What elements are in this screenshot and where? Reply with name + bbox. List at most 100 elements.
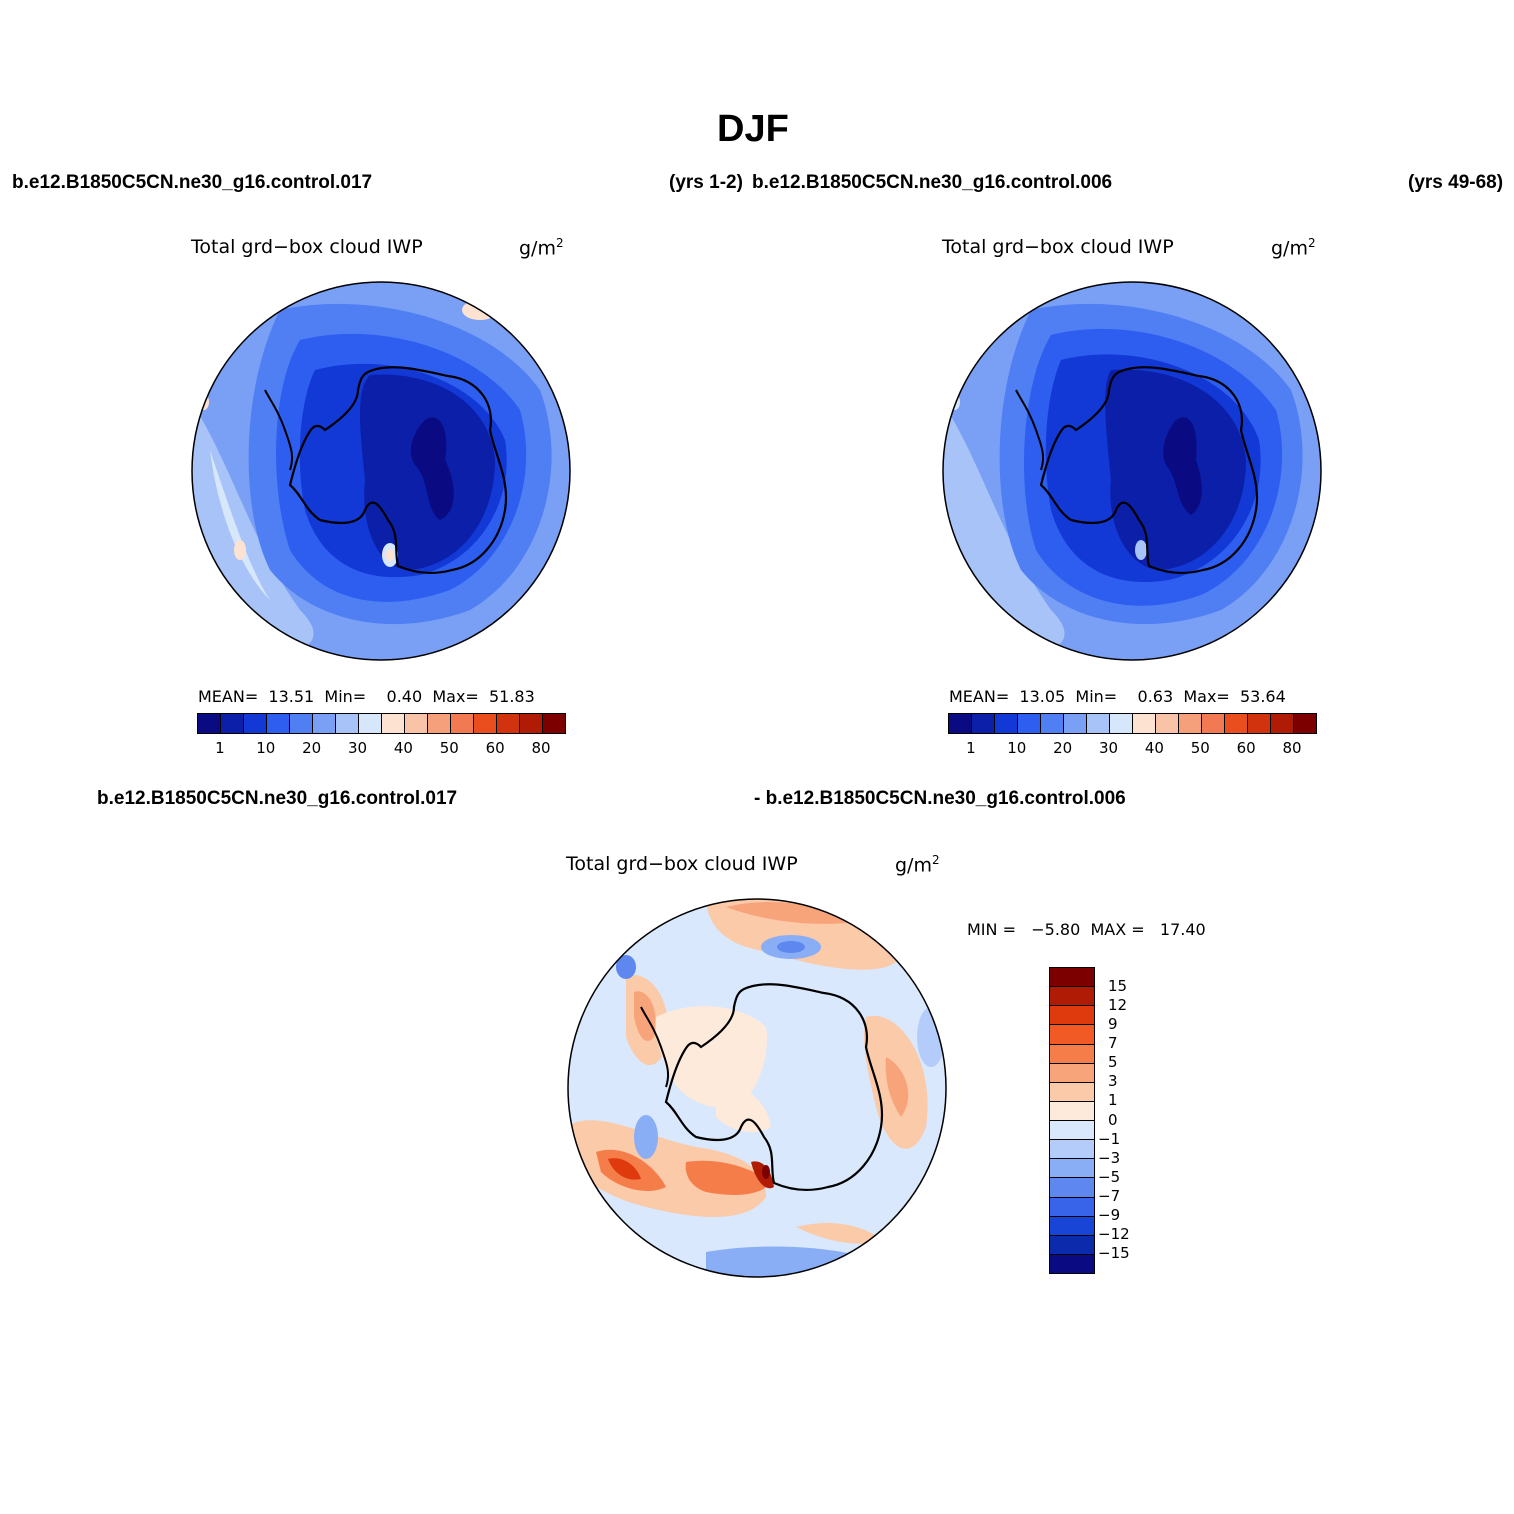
colorbar-tick-label: 1 bbox=[966, 739, 976, 757]
colorbar-tick-label: 7 bbox=[1108, 1034, 1118, 1053]
colorbar-box bbox=[1156, 714, 1179, 733]
colorbar-box bbox=[1087, 714, 1110, 733]
colorbar-tick-label: −3 bbox=[1098, 1148, 1121, 1167]
diff-colorbar-ticks: 15 12 9 7 5 3 1 0 −1 −3 −5 −7 −9 −12 −15 bbox=[1098, 967, 1158, 1272]
colorbar-tick-label: −9 bbox=[1098, 1205, 1121, 1224]
case-b-years: (yrs 49-68) bbox=[1408, 172, 1504, 193]
colorbar-box bbox=[1050, 1140, 1094, 1160]
colorbar-tick-label: 10 bbox=[1007, 739, 1027, 757]
colorbar-tick-label: 3 bbox=[1108, 1072, 1118, 1091]
panel1-polar-map bbox=[191, 281, 571, 661]
colorbar-tick-label: 15 bbox=[1108, 977, 1128, 996]
diff-variable-label: Total grd−box cloud IWP bbox=[566, 853, 798, 875]
colorbar-box bbox=[1133, 714, 1156, 733]
colorbar-box bbox=[949, 714, 972, 733]
colorbar-tick-label: 1 bbox=[1108, 1091, 1118, 1110]
panel2-polar-map bbox=[942, 281, 1322, 661]
colorbar-box bbox=[313, 714, 336, 733]
case-b-name: b.e12.B1850C5CN.ne30_g16.control.006 bbox=[752, 172, 1113, 193]
colorbar-tick-label: 5 bbox=[1108, 1053, 1118, 1072]
colorbar-box bbox=[1050, 1044, 1094, 1064]
colorbar-box bbox=[972, 714, 995, 733]
colorbar-box bbox=[1050, 1197, 1094, 1217]
colorbar-box bbox=[1050, 1235, 1094, 1255]
colorbar-box bbox=[1050, 1025, 1094, 1045]
colorbar-box bbox=[290, 714, 313, 733]
colorbar-box bbox=[1050, 1254, 1094, 1273]
colorbar-box bbox=[1110, 714, 1133, 733]
panel1-variable-label: Total grd−box cloud IWP bbox=[191, 236, 423, 258]
colorbar-tick-label: 20 bbox=[1053, 739, 1073, 757]
colorbar-box bbox=[1225, 714, 1248, 733]
colorbar-tick-label: 9 bbox=[1108, 1015, 1118, 1034]
colorbar-box bbox=[1050, 987, 1094, 1007]
colorbar-box bbox=[1018, 714, 1041, 733]
colorbar-box bbox=[382, 714, 405, 733]
colorbar-box bbox=[244, 714, 267, 733]
panel1-colorbar-ticks: 1 10 20 30 40 50 60 80 bbox=[197, 739, 564, 759]
colorbar-tick-label: 10 bbox=[256, 739, 276, 757]
colorbar-box bbox=[995, 714, 1018, 733]
colorbar-box bbox=[1179, 714, 1202, 733]
colorbar-box bbox=[1050, 1121, 1094, 1141]
colorbar-box bbox=[336, 714, 359, 733]
colorbar-box bbox=[221, 714, 244, 733]
colorbar-box bbox=[1248, 714, 1271, 733]
colorbar-tick-label: 30 bbox=[1099, 739, 1119, 757]
page-title: DJF bbox=[717, 108, 789, 150]
colorbar-box bbox=[405, 714, 428, 733]
colorbar-tick-label: −12 bbox=[1098, 1224, 1130, 1243]
colorbar-box bbox=[1050, 1082, 1094, 1102]
panel2-variable-label: Total grd−box cloud IWP bbox=[942, 236, 1174, 258]
colorbar-box bbox=[497, 714, 520, 733]
diff-minmax: MIN = −5.80 MAX = 17.40 bbox=[967, 920, 1206, 939]
colorbar-tick-label: 80 bbox=[531, 739, 551, 757]
colorbar-box bbox=[198, 714, 221, 733]
colorbar-tick-label: 50 bbox=[1190, 739, 1210, 757]
diff-case-b-name: - b.e12.B1850C5CN.ne30_g16.control.006 bbox=[754, 788, 1126, 809]
colorbar-box bbox=[520, 714, 543, 733]
colorbar-box bbox=[1294, 714, 1316, 733]
panel1-colorbar bbox=[197, 713, 566, 734]
colorbar-box bbox=[1050, 968, 1094, 988]
colorbar-box bbox=[1064, 714, 1087, 733]
colorbar-tick-label: 50 bbox=[439, 739, 459, 757]
difference-polar-map bbox=[567, 898, 947, 1278]
colorbar-tick-label: −15 bbox=[1098, 1243, 1130, 1262]
colorbar-box bbox=[1041, 714, 1064, 733]
panel2-colorbar bbox=[948, 713, 1317, 734]
colorbar-tick-label: 40 bbox=[393, 739, 413, 757]
panel2-stats: MEAN= 13.05 Min= 0.63 Max= 53.64 bbox=[949, 687, 1286, 706]
panel2-colorbar-ticks: 1 10 20 30 40 50 60 80 bbox=[948, 739, 1315, 759]
colorbar-tick-label: 1 bbox=[215, 739, 225, 757]
panel1-unit: g/m2 bbox=[519, 236, 564, 260]
colorbar-box bbox=[1271, 714, 1294, 733]
colorbar-box bbox=[1050, 1178, 1094, 1198]
colorbar-box bbox=[1050, 1006, 1094, 1026]
diff-colorbar bbox=[1049, 967, 1095, 1274]
colorbar-tick-label: 80 bbox=[1282, 739, 1302, 757]
colorbar-tick-label: 30 bbox=[348, 739, 368, 757]
colorbar-box bbox=[474, 714, 497, 733]
colorbar-box bbox=[1202, 714, 1225, 733]
colorbar-tick-label: −1 bbox=[1098, 1129, 1121, 1148]
colorbar-box bbox=[1050, 1216, 1094, 1236]
case-a-years: (yrs 1-2) bbox=[669, 172, 743, 193]
colorbar-box bbox=[267, 714, 290, 733]
panel2-unit: g/m2 bbox=[1271, 236, 1316, 260]
colorbar-box bbox=[1050, 1159, 1094, 1179]
colorbar-box bbox=[451, 714, 474, 733]
case-a-name: b.e12.B1850C5CN.ne30_g16.control.017 bbox=[12, 172, 373, 193]
colorbar-tick-label: 12 bbox=[1108, 996, 1128, 1015]
colorbar-tick-label: −7 bbox=[1098, 1186, 1121, 1205]
colorbar-tick-label: 40 bbox=[1144, 739, 1164, 757]
colorbar-tick-label: −5 bbox=[1098, 1167, 1121, 1186]
colorbar-box bbox=[359, 714, 382, 733]
colorbar-box bbox=[543, 714, 565, 733]
colorbar-tick-label: 60 bbox=[485, 739, 505, 757]
colorbar-box bbox=[1050, 1063, 1094, 1083]
diff-case-a-name: b.e12.B1850C5CN.ne30_g16.control.017 bbox=[97, 788, 458, 809]
colorbar-box bbox=[1050, 1101, 1094, 1121]
colorbar-box bbox=[428, 714, 451, 733]
panel1-stats: MEAN= 13.51 Min= 0.40 Max= 51.83 bbox=[198, 687, 535, 706]
